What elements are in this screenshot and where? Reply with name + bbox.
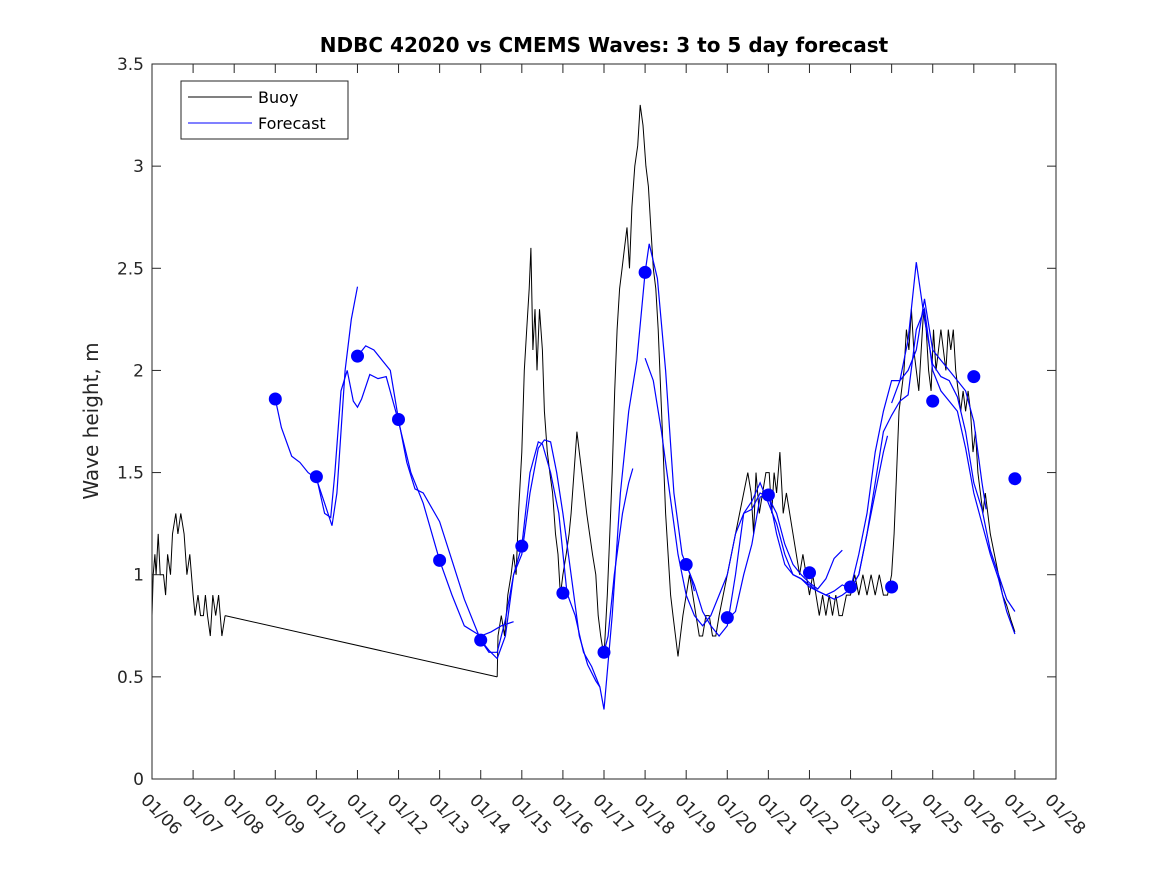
buoy-series-line <box>496 104 1016 677</box>
y-tick-label: 1 <box>133 566 144 586</box>
forecast-marker <box>844 580 857 594</box>
forecast-series-line <box>603 468 634 653</box>
forecast-marker <box>392 413 405 426</box>
y-tick-label: 3 <box>133 157 144 177</box>
plot-area <box>152 64 1056 779</box>
forecast-series-line <box>315 370 514 637</box>
forecast-series-line <box>849 435 889 590</box>
buoy-series-line <box>151 513 226 637</box>
forecast-marker <box>885 580 899 594</box>
forecast-series-line <box>891 298 987 510</box>
y-tick-label: 2 <box>133 361 144 381</box>
forecast-series-line <box>726 306 1016 635</box>
forecast-marker <box>926 394 940 408</box>
forecast-series-line <box>480 243 695 710</box>
legend-box <box>180 80 349 140</box>
forecast-marker <box>720 611 734 625</box>
chart-title: NDBC 42020 vs CMEMS Waves: 3 to 5 day fo… <box>320 33 889 57</box>
forecast-marker <box>474 633 488 647</box>
forecast-marker <box>515 539 529 553</box>
forecast-marker <box>1008 472 1022 486</box>
forecast-marker <box>638 265 652 279</box>
forecast-marker <box>967 370 981 384</box>
forecast-series-line <box>274 286 359 526</box>
forecast-marker <box>556 586 570 600</box>
forecast-series-line <box>357 345 601 688</box>
legend: Buoy Forecast <box>180 80 349 140</box>
legend-buoy-label: Buoy <box>258 88 298 107</box>
y-tick-label: 0.5 <box>117 668 144 688</box>
forecast-marker <box>351 349 364 363</box>
forecast-marker <box>761 488 775 502</box>
forecast-marker <box>597 645 611 659</box>
y-tick-label: 0 <box>133 770 144 790</box>
buoy-series-line <box>224 615 498 678</box>
y-axis-label: Wave height, m <box>79 342 103 499</box>
y-tick-label: 2.5 <box>117 259 144 279</box>
forecast-marker <box>803 566 816 580</box>
forecast-marker <box>268 392 282 406</box>
forecast-marker <box>433 553 447 567</box>
legend-forecast-label: Forecast <box>258 114 326 133</box>
series-layer <box>151 104 1022 710</box>
y-tick-label: 1.5 <box>117 464 144 484</box>
forecast-marker <box>309 470 323 484</box>
y-tick-label: 3.5 <box>117 55 144 75</box>
forecast-marker <box>679 558 693 571</box>
